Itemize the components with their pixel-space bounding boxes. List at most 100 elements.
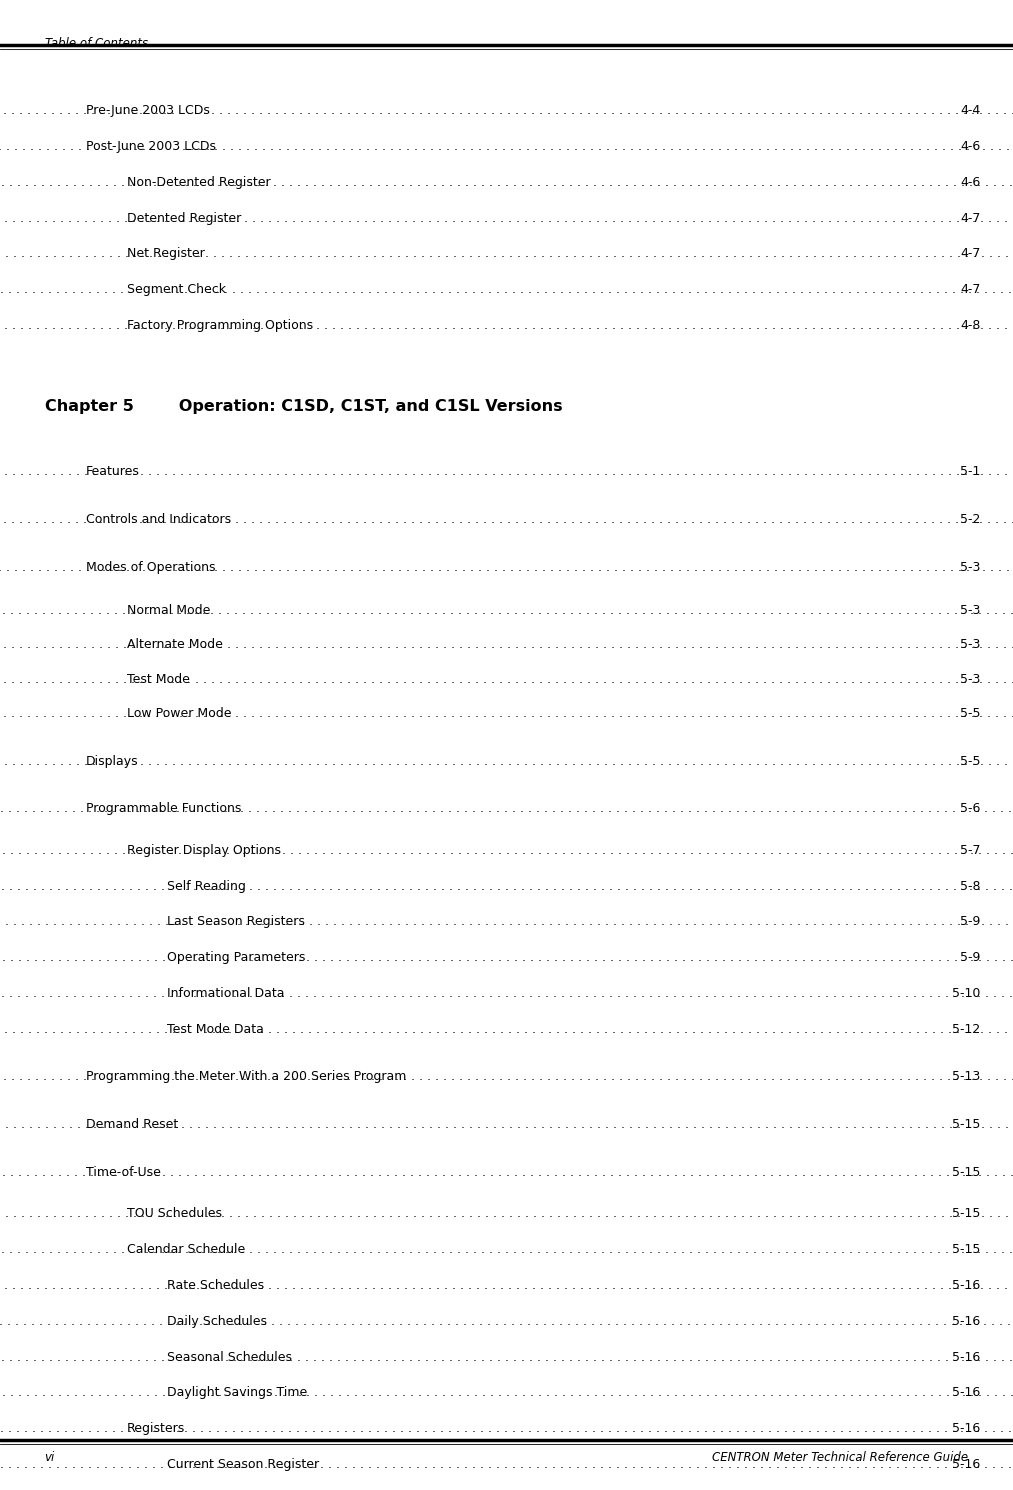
- Text: Test Mode Data: Test Mode Data: [167, 1022, 264, 1036]
- Text: 5-15: 5-15: [952, 1207, 981, 1220]
- Text: Displays: Displays: [86, 754, 139, 767]
- Text: 5-16: 5-16: [952, 1457, 981, 1471]
- Text: . . . . . . . . . . . . . . . . . . . . . . . . . . . . . . . . . . . . . . . . : . . . . . . . . . . . . . . . . . . . . …: [0, 104, 1013, 118]
- Text: . . . . . . . . . . . . . . . . . . . . . . . . . . . . . . . . . . . . . . . . : . . . . . . . . . . . . . . . . . . . . …: [0, 672, 1013, 685]
- Text: . . . . . . . . . . . . . . . . . . . . . . . . . . . . . . . . . . . . . . . . : . . . . . . . . . . . . . . . . . . . . …: [0, 1118, 1013, 1131]
- Text: Net Register: Net Register: [127, 247, 205, 261]
- Text: 5-1: 5-1: [960, 465, 981, 478]
- Text: . . . . . . . . . . . . . . . . . . . . . . . . . . . . . . . . . . . . . . . . : . . . . . . . . . . . . . . . . . . . . …: [0, 1278, 1013, 1292]
- Text: 4-6: 4-6: [960, 140, 981, 153]
- Text: Informational Data: Informational Data: [167, 986, 285, 1000]
- Text: 5-6: 5-6: [960, 802, 981, 815]
- Text: 5-7: 5-7: [960, 843, 981, 857]
- Text: 5-8: 5-8: [960, 879, 981, 893]
- Text: Segment Check: Segment Check: [127, 283, 226, 297]
- Text: . . . . . . . . . . . . . . . . . . . . . . . . . . . . . . . . . . . . . . . . : . . . . . . . . . . . . . . . . . . . . …: [0, 513, 1013, 526]
- Text: . . . . . . . . . . . . . . . . . . . . . . . . . . . . . . . . . . . . . . . . : . . . . . . . . . . . . . . . . . . . . …: [0, 1421, 1013, 1435]
- Text: Current Season Register: Current Season Register: [167, 1457, 319, 1471]
- Text: Features: Features: [86, 465, 140, 478]
- Text: 4-7: 4-7: [960, 247, 981, 261]
- Text: Normal Mode: Normal Mode: [127, 603, 210, 617]
- Text: Self Reading: Self Reading: [167, 879, 246, 893]
- Text: Daily Schedules: Daily Schedules: [167, 1314, 267, 1328]
- Text: . . . . . . . . . . . . . . . . . . . . . . . . . . . . . . . . . . . . . . . . : . . . . . . . . . . . . . . . . . . . . …: [0, 1022, 1013, 1036]
- Text: CENTRON Meter Technical Reference Guide: CENTRON Meter Technical Reference Guide: [712, 1451, 968, 1465]
- Text: 5-16: 5-16: [952, 1421, 981, 1435]
- Text: Factory Programming Options: Factory Programming Options: [127, 319, 313, 332]
- Text: 5-16: 5-16: [952, 1350, 981, 1363]
- Text: 5-16: 5-16: [952, 1386, 981, 1399]
- Text: 5-15: 5-15: [952, 1118, 981, 1131]
- Text: . . . . . . . . . . . . . . . . . . . . . . . . . . . . . . . . . . . . . . . . : . . . . . . . . . . . . . . . . . . . . …: [0, 1070, 1013, 1083]
- Text: 5-12: 5-12: [952, 1022, 981, 1036]
- Text: Alternate Mode: Alternate Mode: [127, 638, 223, 651]
- Text: Last Season Registers: Last Season Registers: [167, 915, 305, 928]
- Text: Rate Schedules: Rate Schedules: [167, 1278, 264, 1292]
- Text: 5-3: 5-3: [960, 560, 981, 574]
- Text: . . . . . . . . . . . . . . . . . . . . . . . . . . . . . . . . . . . . . . . . : . . . . . . . . . . . . . . . . . . . . …: [0, 706, 1013, 720]
- Text: Demand Reset: Demand Reset: [86, 1118, 178, 1131]
- Text: Chapter 5        Operation: C1SD, C1ST, and C1SL Versions: Chapter 5 Operation: C1SD, C1ST, and C1S…: [45, 399, 562, 414]
- Text: . . . . . . . . . . . . . . . . . . . . . . . . . . . . . . . . . . . . . . . . : . . . . . . . . . . . . . . . . . . . . …: [0, 465, 1013, 478]
- Text: 5-16: 5-16: [952, 1278, 981, 1292]
- Text: Registers: Registers: [127, 1421, 185, 1435]
- Text: TOU Schedules: TOU Schedules: [127, 1207, 222, 1220]
- Text: Calendar Schedule: Calendar Schedule: [127, 1243, 245, 1256]
- Text: 4-8: 4-8: [960, 319, 981, 332]
- Text: . . . . . . . . . . . . . . . . . . . . . . . . . . . . . . . . . . . . . . . . : . . . . . . . . . . . . . . . . . . . . …: [0, 247, 1013, 261]
- Text: . . . . . . . . . . . . . . . . . . . . . . . . . . . . . . . . . . . . . . . . : . . . . . . . . . . . . . . . . . . . . …: [0, 638, 1013, 651]
- Text: . . . . . . . . . . . . . . . . . . . . . . . . . . . . . . . . . . . . . . . . : . . . . . . . . . . . . . . . . . . . . …: [0, 1314, 1013, 1328]
- Text: . . . . . . . . . . . . . . . . . . . . . . . . . . . . . . . . . . . . . . . . : . . . . . . . . . . . . . . . . . . . . …: [0, 951, 1013, 964]
- Text: . . . . . . . . . . . . . . . . . . . . . . . . . . . . . . . . . . . . . . . . : . . . . . . . . . . . . . . . . . . . . …: [0, 140, 1013, 153]
- Text: 4-4: 4-4: [960, 104, 981, 118]
- Text: . . . . . . . . . . . . . . . . . . . . . . . . . . . . . . . . . . . . . . . . : . . . . . . . . . . . . . . . . . . . . …: [0, 1243, 1013, 1256]
- Text: Operating Parameters: Operating Parameters: [167, 951, 306, 964]
- Text: Non-Detented Register: Non-Detented Register: [127, 176, 270, 189]
- Text: 5-10: 5-10: [952, 986, 981, 1000]
- Text: 5-5: 5-5: [960, 754, 981, 767]
- Text: . . . . . . . . . . . . . . . . . . . . . . . . . . . . . . . . . . . . . . . . : . . . . . . . . . . . . . . . . . . . . …: [0, 212, 1013, 225]
- Text: 5-9: 5-9: [960, 951, 981, 964]
- Text: . . . . . . . . . . . . . . . . . . . . . . . . . . . . . . . . . . . . . . . . : . . . . . . . . . . . . . . . . . . . . …: [0, 843, 1013, 857]
- Text: Post-June 2003 LCDs: Post-June 2003 LCDs: [86, 140, 216, 153]
- Text: 4-7: 4-7: [960, 212, 981, 225]
- Text: Register Display Options: Register Display Options: [127, 843, 281, 857]
- Text: 5-16: 5-16: [952, 1314, 981, 1328]
- Text: . . . . . . . . . . . . . . . . . . . . . . . . . . . . . . . . . . . . . . . . : . . . . . . . . . . . . . . . . . . . . …: [0, 915, 1013, 928]
- Text: Modes of Operations: Modes of Operations: [86, 560, 216, 574]
- Text: 5-3: 5-3: [960, 672, 981, 685]
- Text: 5-15: 5-15: [952, 1243, 981, 1256]
- Text: 4-6: 4-6: [960, 176, 981, 189]
- Text: 5-2: 5-2: [960, 513, 981, 526]
- Text: . . . . . . . . . . . . . . . . . . . . . . . . . . . . . . . . . . . . . . . . : . . . . . . . . . . . . . . . . . . . . …: [0, 560, 1013, 574]
- Text: Test Mode: Test Mode: [127, 672, 189, 685]
- Text: 5-15: 5-15: [952, 1165, 981, 1179]
- Text: 5-3: 5-3: [960, 638, 981, 651]
- Text: vi: vi: [45, 1451, 55, 1465]
- Text: . . . . . . . . . . . . . . . . . . . . . . . . . . . . . . . . . . . . . . . . : . . . . . . . . . . . . . . . . . . . . …: [0, 1386, 1013, 1399]
- Text: . . . . . . . . . . . . . . . . . . . . . . . . . . . . . . . . . . . . . . . . : . . . . . . . . . . . . . . . . . . . . …: [0, 1165, 1013, 1179]
- Text: . . . . . . . . . . . . . . . . . . . . . . . . . . . . . . . . . . . . . . . . : . . . . . . . . . . . . . . . . . . . . …: [0, 1207, 1013, 1220]
- Text: 5-9: 5-9: [960, 915, 981, 928]
- Text: 4-7: 4-7: [960, 283, 981, 297]
- Text: . . . . . . . . . . . . . . . . . . . . . . . . . . . . . . . . . . . . . . . . : . . . . . . . . . . . . . . . . . . . . …: [0, 1457, 1013, 1471]
- Text: 5-3: 5-3: [960, 603, 981, 617]
- Text: . . . . . . . . . . . . . . . . . . . . . . . . . . . . . . . . . . . . . . . . : . . . . . . . . . . . . . . . . . . . . …: [0, 603, 1013, 617]
- Text: Detented Register: Detented Register: [127, 212, 241, 225]
- Text: Programmable Functions: Programmable Functions: [86, 802, 241, 815]
- Text: . . . . . . . . . . . . . . . . . . . . . . . . . . . . . . . . . . . . . . . . : . . . . . . . . . . . . . . . . . . . . …: [0, 802, 1013, 815]
- Text: . . . . . . . . . . . . . . . . . . . . . . . . . . . . . . . . . . . . . . . . : . . . . . . . . . . . . . . . . . . . . …: [0, 319, 1013, 332]
- Text: Seasonal Schedules: Seasonal Schedules: [167, 1350, 292, 1363]
- Text: . . . . . . . . . . . . . . . . . . . . . . . . . . . . . . . . . . . . . . . . : . . . . . . . . . . . . . . . . . . . . …: [0, 176, 1013, 189]
- Text: . . . . . . . . . . . . . . . . . . . . . . . . . . . . . . . . . . . . . . . . : . . . . . . . . . . . . . . . . . . . . …: [0, 754, 1013, 767]
- Text: Programming the Meter With a 200 Series Program: Programming the Meter With a 200 Series …: [86, 1070, 406, 1083]
- Text: Low Power Mode: Low Power Mode: [127, 706, 231, 720]
- Text: . . . . . . . . . . . . . . . . . . . . . . . . . . . . . . . . . . . . . . . . : . . . . . . . . . . . . . . . . . . . . …: [0, 283, 1013, 297]
- Text: . . . . . . . . . . . . . . . . . . . . . . . . . . . . . . . . . . . . . . . . : . . . . . . . . . . . . . . . . . . . . …: [0, 986, 1013, 1000]
- Text: Time-of-Use: Time-of-Use: [86, 1165, 161, 1179]
- Text: Daylight Savings Time: Daylight Savings Time: [167, 1386, 307, 1399]
- Text: . . . . . . . . . . . . . . . . . . . . . . . . . . . . . . . . . . . . . . . . : . . . . . . . . . . . . . . . . . . . . …: [0, 879, 1013, 893]
- Text: Pre-June 2003 LCDs: Pre-June 2003 LCDs: [86, 104, 210, 118]
- Text: . . . . . . . . . . . . . . . . . . . . . . . . . . . . . . . . . . . . . . . . : . . . . . . . . . . . . . . . . . . . . …: [0, 1350, 1013, 1363]
- Text: 5-13: 5-13: [952, 1070, 981, 1083]
